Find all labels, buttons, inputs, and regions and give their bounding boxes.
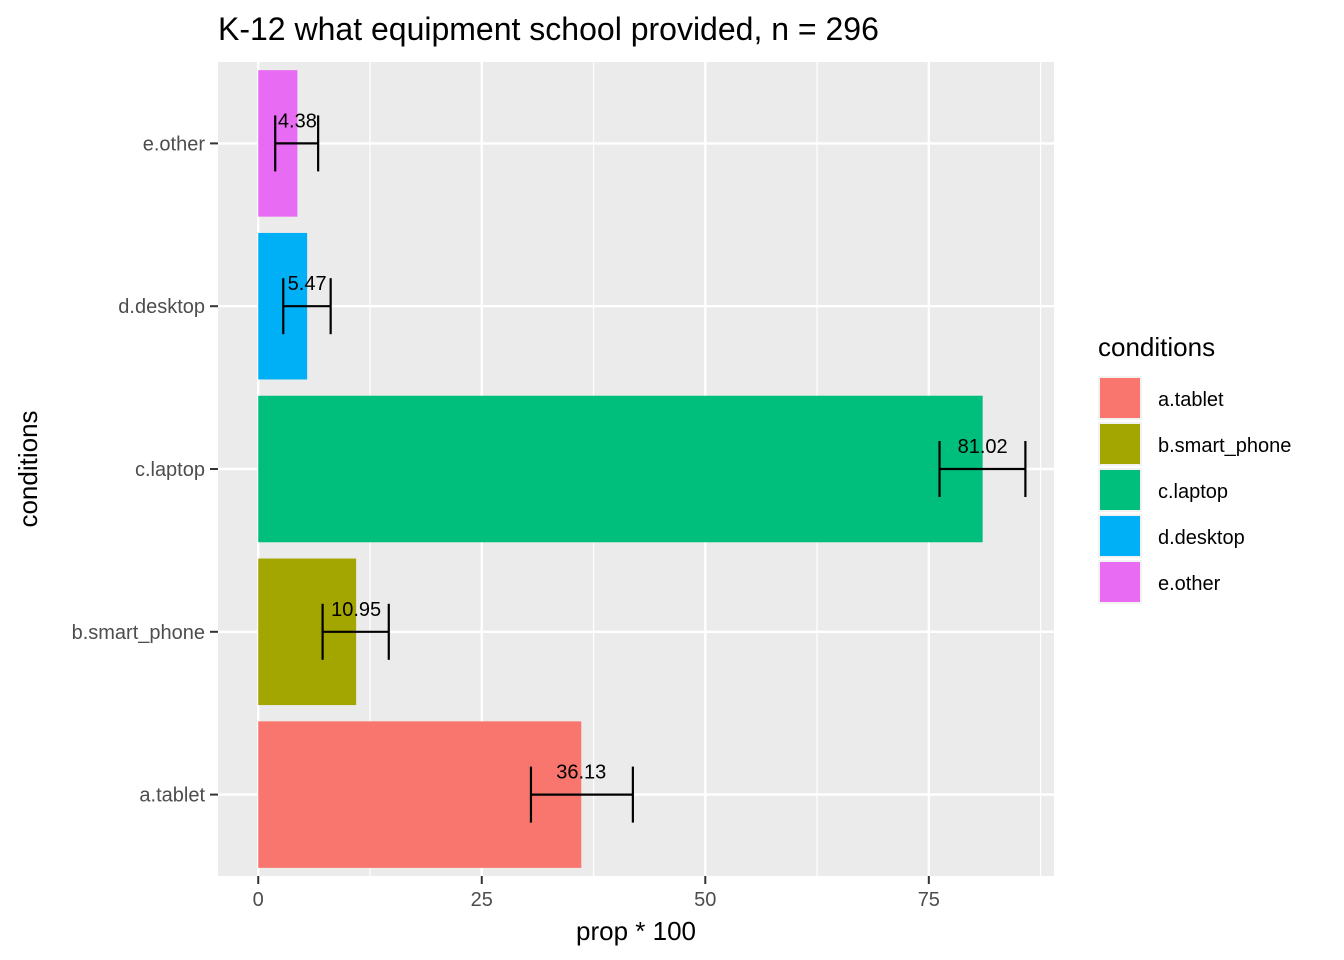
legend-label: c.laptop xyxy=(1158,481,1228,503)
legend: conditions a.tablet b.smart_phone c.laptop… xyxy=(1098,332,1291,604)
x-tick-label: 0 xyxy=(253,889,264,911)
y-axis-title: conditions xyxy=(13,410,43,527)
legend-label: a.tablet xyxy=(1158,389,1224,411)
x-tick-label: 25 xyxy=(471,889,493,911)
error-bars xyxy=(274,115,1027,823)
x-tick-label: 75 xyxy=(918,889,940,911)
data-label: 4.38 xyxy=(278,110,317,132)
x-axis-title: prop * 100 xyxy=(576,916,696,946)
bar-c-laptop xyxy=(258,395,983,543)
bar-a-tablet xyxy=(258,721,582,868)
data-labels: 36.13 10.95 81.02 5.47 4.38 xyxy=(278,110,1008,783)
data-label: 10.95 xyxy=(331,599,381,621)
legend-title: conditions xyxy=(1098,332,1215,362)
x-tick-label: 50 xyxy=(694,889,716,911)
data-label: 36.13 xyxy=(556,762,606,784)
legend-swatch xyxy=(1100,378,1140,418)
bars xyxy=(258,70,983,868)
y-axis: a.tablet b.smart_phone c.laptop d.desktop e.… xyxy=(72,133,218,807)
legend-swatch xyxy=(1100,470,1140,510)
y-tick-label: d.desktop xyxy=(118,296,205,318)
y-tick-label: e.other xyxy=(143,133,206,155)
legend-swatch xyxy=(1100,424,1140,464)
y-tick-label: b.smart_phone xyxy=(72,622,205,644)
data-label: 5.47 xyxy=(288,273,327,295)
chart-title: K-12 what equipment school provided, n =… xyxy=(218,11,879,47)
data-label: 81.02 xyxy=(958,436,1008,458)
legend-label: d.desktop xyxy=(1158,527,1245,549)
x-axis: 0 25 50 75 xyxy=(253,876,940,911)
y-tick-label: a.tablet xyxy=(139,785,205,807)
legend-label: e.other xyxy=(1158,573,1221,595)
y-tick-label: c.laptop xyxy=(135,459,205,481)
legend-swatch xyxy=(1100,562,1140,602)
legend-label: b.smart_phone xyxy=(1158,435,1291,457)
legend-swatch xyxy=(1100,516,1140,556)
